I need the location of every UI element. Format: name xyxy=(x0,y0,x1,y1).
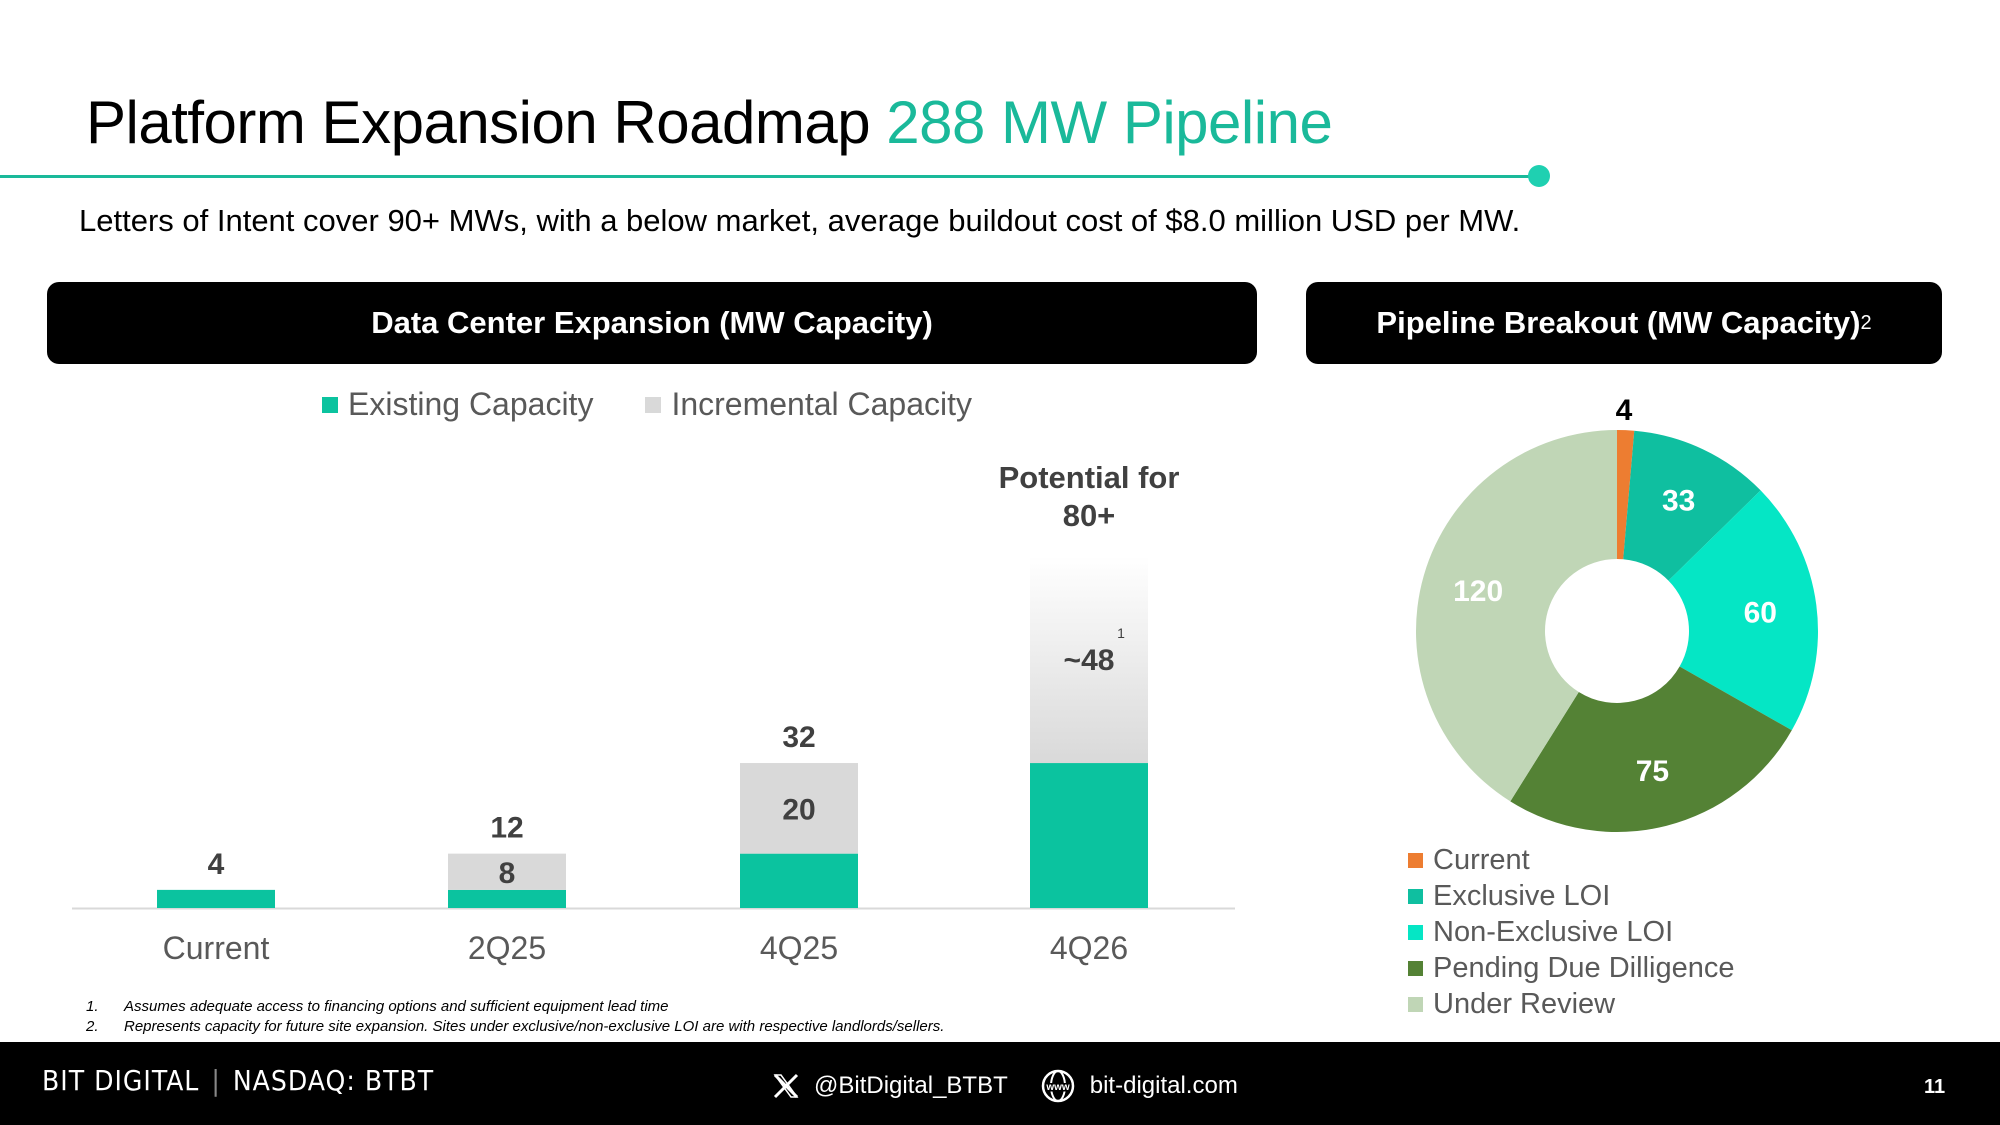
donut-legend-label: Non-Exclusive LOI xyxy=(1433,915,1674,948)
pie-panel-title: Pipeline Breakout (MW Capacity) xyxy=(1376,305,1861,340)
incremental-footnote-marker: 1 xyxy=(1117,625,1125,641)
title-underline-dot xyxy=(1528,165,1550,187)
x-tick-label-2Q25: 2Q25 xyxy=(468,930,546,966)
donut-data-label-current: 4 xyxy=(1616,394,1633,427)
donut-legend-swatch xyxy=(1408,852,1423,868)
data-label-total-Current: 4 xyxy=(208,848,225,881)
data-label-incremental-4Q26: ~48 xyxy=(1064,644,1115,677)
donut-chart: 4 33 60 75 120 xyxy=(1416,394,1818,832)
legend-label-incremental: Incremental Capacity xyxy=(671,386,973,422)
donut-data-label-under-review: 120 xyxy=(1453,575,1503,608)
bar-existing-Current xyxy=(157,889,275,908)
title-underline xyxy=(0,175,1540,178)
donut-legend-item: Current xyxy=(1408,842,1734,878)
title-accent: 288 MW Pipeline xyxy=(886,89,1333,156)
donut-legend-label: Current xyxy=(1433,843,1530,876)
page-title: Platform Expansion Roadmap 288 MW Pipeli… xyxy=(86,88,1333,157)
footnote-number: 2. xyxy=(86,1018,99,1035)
potential-label-line2: 80+ xyxy=(1063,498,1116,533)
donut-data-label-non-exclusive-loi: 60 xyxy=(1744,596,1777,629)
footnote-1: 1. Assumes adequate access to financing o… xyxy=(86,997,944,1017)
data-label-total-4Q25: 32 xyxy=(782,721,815,754)
x-tick-label-4Q25: 4Q25 xyxy=(760,930,838,966)
legend-swatch-existing xyxy=(322,396,338,413)
donut-legend-item: Pending Due Dilligence xyxy=(1408,950,1734,986)
bar-existing-4Q25 xyxy=(740,853,858,908)
x-logo-icon xyxy=(773,1073,799,1099)
website-link[interactable]: bit-digital.com xyxy=(1089,1072,1238,1099)
social-links: @BitDigital_BTBT www bit-digital.com xyxy=(772,1068,1238,1104)
donut-slice-non-exclusive-loi xyxy=(1668,490,1818,731)
donut-legend-swatch xyxy=(1408,960,1423,976)
footnote-text: Represents capacity for future site expa… xyxy=(124,1018,945,1035)
bar-existing-4Q26 xyxy=(1030,763,1148,908)
donut-slice-current xyxy=(1617,430,1635,560)
brand-ticker: NASDAQ: BTBT xyxy=(232,1064,435,1097)
legend-item-existing: Existing Capacity xyxy=(322,386,593,423)
donut-data-label-exclusive-loi: 33 xyxy=(1662,484,1695,517)
data-label-incremental-4Q25: 20 xyxy=(782,793,815,826)
donut-legend-label: Under Review xyxy=(1433,987,1616,1020)
footer-bar: BIT DIGITAL | NASDAQ: BTBT @BitDigital_BTB… xyxy=(0,1042,2000,1125)
donut-legend-item: Under Review xyxy=(1408,986,1734,1022)
donut-legend: Current Exclusive LOI Non-Exclusive LOI Pen… xyxy=(1408,842,1734,1022)
bar-incremental-4Q26 xyxy=(1030,556,1148,764)
svg-text:www: www xyxy=(1045,1082,1070,1093)
globe-icon: www xyxy=(1041,1069,1074,1103)
data-label-incremental-2Q25: 8 xyxy=(499,857,516,890)
bar-incremental-2Q25 xyxy=(448,853,566,890)
title-main: Platform Expansion Roadmap xyxy=(86,89,871,156)
donut-legend-swatch xyxy=(1408,924,1423,940)
donut-legend-label: Pending Due Dilligence xyxy=(1433,951,1735,984)
bar-panel-header: Data Center Expansion (MW Capacity) xyxy=(47,282,1257,364)
bar-legend: Existing Capacity Incremental Capacity xyxy=(322,386,972,423)
footnote-text: Assumes adequate access to financing opt… xyxy=(124,998,669,1015)
page-subtitle: Letters of Intent cover 90+ MWs, with a … xyxy=(79,203,1521,238)
x-tick-label-Current: Current xyxy=(163,930,270,966)
pie-panel-header: Pipeline Breakout (MW Capacity) 2 xyxy=(1306,282,1942,364)
donut-legend-swatch xyxy=(1408,996,1423,1012)
donut-legend-item: Non-Exclusive LOI xyxy=(1408,914,1734,950)
legend-swatch-incremental xyxy=(645,396,662,413)
donut-slice-exclusive-loi xyxy=(1623,430,1761,581)
data-label-total-2Q25: 12 xyxy=(490,812,523,845)
donut-legend-label: Exclusive LOI xyxy=(1433,879,1611,912)
donut-legend-item: Exclusive LOI xyxy=(1408,878,1734,914)
bar-panel-title: Data Center Expansion (MW Capacity) xyxy=(371,305,933,340)
social-handle-link[interactable]: @BitDigital_BTBT xyxy=(814,1072,1008,1099)
page-number: 11 xyxy=(1924,1076,1946,1098)
legend-item-incremental: Incremental Capacity xyxy=(645,386,972,423)
x-tick-label-4Q26: 4Q26 xyxy=(1050,930,1128,966)
footnotes: 1. Assumes adequate access to financing o… xyxy=(86,997,944,1037)
brand-separator: | xyxy=(211,1064,221,1097)
donut-slice-under-review xyxy=(1416,430,1617,802)
footnote-2: 2. Represents capacity for future site ex… xyxy=(86,1017,944,1037)
donut-data-label-pending-due-dilligence: 75 xyxy=(1636,755,1669,788)
donut-slice-pending-due-dilligence xyxy=(1510,666,1792,832)
bar-existing-2Q25 xyxy=(448,889,566,908)
pie-panel-footnote-marker: 2 xyxy=(1860,311,1872,334)
bar-incremental-4Q25 xyxy=(740,763,858,854)
donut-legend-swatch xyxy=(1408,888,1423,904)
footnote-number: 1. xyxy=(86,998,99,1015)
legend-label-existing: Existing Capacity xyxy=(348,386,594,422)
brand-logo: BIT DIGITAL | NASDAQ: BTBT xyxy=(42,1064,434,1097)
potential-label-line1: Potential for xyxy=(999,460,1180,495)
brand-name: BIT DIGITAL xyxy=(42,1064,200,1097)
bar-chart: 4 Current 8 12 2Q25 20 32 4Q25 ~48 4Q26 Potential … xyxy=(72,460,1235,966)
